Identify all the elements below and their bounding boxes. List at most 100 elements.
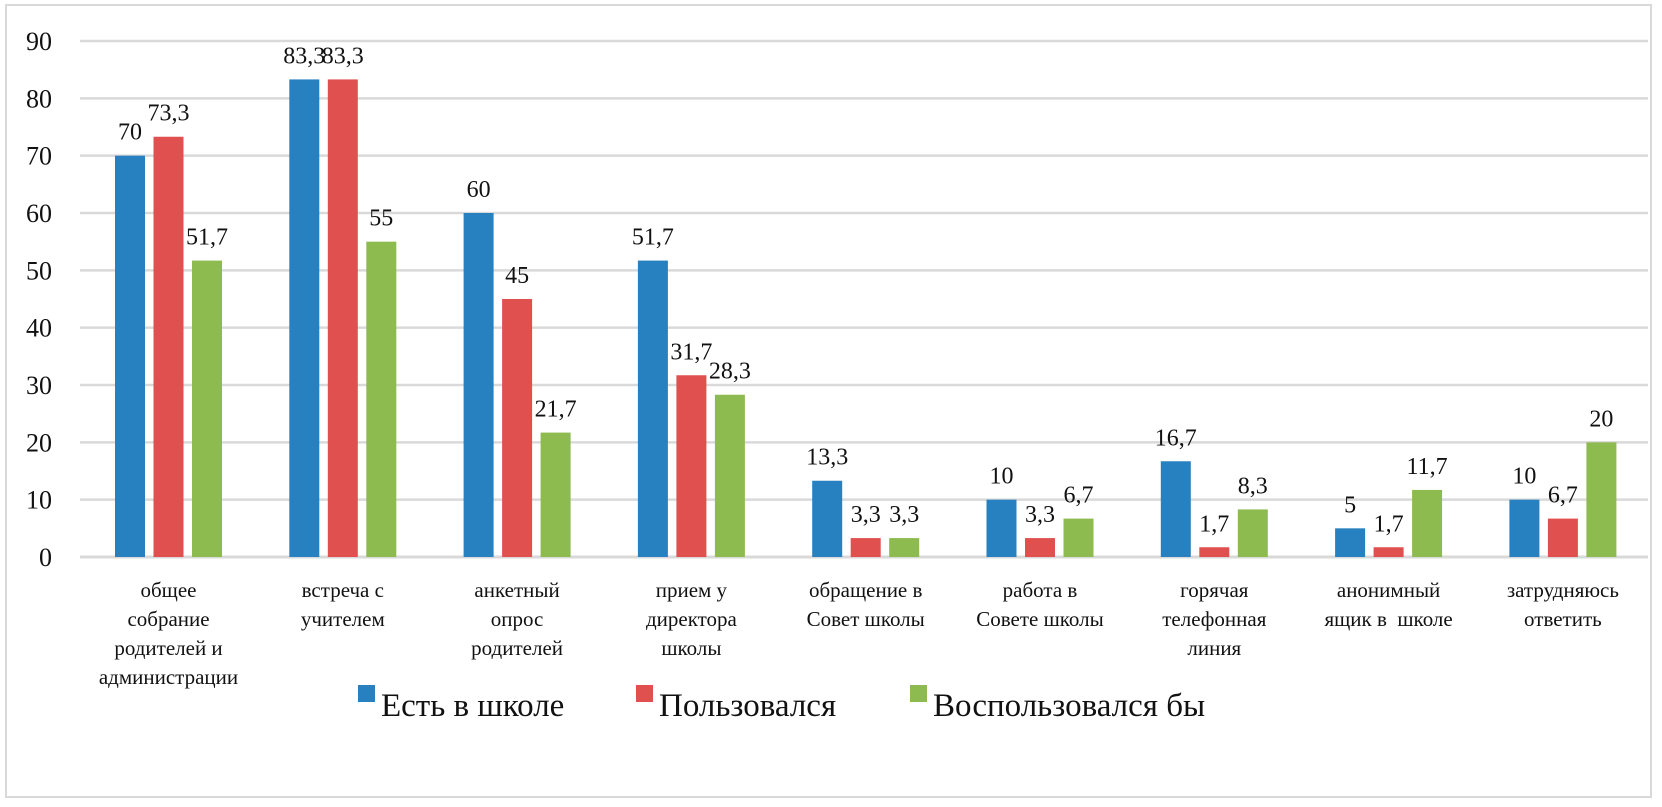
bar-est-v-shkole bbox=[1335, 528, 1366, 557]
x-tick-label: родителей bbox=[471, 636, 563, 660]
bar-vospolzovalsya-by bbox=[192, 260, 222, 557]
y-axis: 0 10 20 30 40 50 60 70 80 90 bbox=[26, 27, 52, 572]
x-tick-label: ответить bbox=[1524, 607, 1602, 631]
x-tick-label: затрудняюсь bbox=[1507, 578, 1619, 602]
legend-swatch bbox=[636, 685, 653, 702]
bar-est-v-shkole bbox=[1160, 461, 1191, 557]
data-label: 31,7 bbox=[670, 339, 712, 365]
legend: Есть в школе Пользовался Воспользовался бы bbox=[358, 685, 1205, 724]
bar-vospolzovalsya-by bbox=[540, 432, 571, 557]
bar-polzovalsya bbox=[850, 538, 881, 557]
y-tick-label: 0 bbox=[39, 543, 52, 572]
data-label: 70 bbox=[118, 120, 142, 146]
legend-label: Есть в школе bbox=[381, 688, 564, 724]
bar-polzovalsya bbox=[327, 79, 358, 557]
data-label: 16,7 bbox=[1155, 425, 1197, 451]
x-tick-label: Совет школы bbox=[807, 607, 925, 631]
data-label: 1,7 bbox=[1199, 511, 1229, 537]
x-tick-label: опрос bbox=[491, 607, 544, 631]
y-tick-label: 10 bbox=[26, 486, 52, 515]
data-label: 51,7 bbox=[186, 225, 228, 251]
x-tick-label: анонимный bbox=[1337, 578, 1440, 602]
data-label: 21,7 bbox=[535, 397, 577, 423]
data-label: 3,3 bbox=[851, 502, 881, 528]
bar-polzovalsya bbox=[1547, 518, 1578, 557]
x-tick-label: общее bbox=[141, 578, 197, 602]
legend-swatch bbox=[910, 685, 927, 702]
x-tick-label: линия bbox=[1187, 636, 1241, 660]
y-tick-label: 60 bbox=[26, 199, 52, 228]
data-label: 55 bbox=[369, 206, 393, 232]
x-tick-label: директора bbox=[646, 607, 738, 631]
bar-est-v-shkole bbox=[289, 79, 320, 557]
data-label: 11,7 bbox=[1407, 454, 1448, 480]
y-tick-label: 50 bbox=[26, 256, 52, 285]
bar-vospolzovalsya-by bbox=[1237, 509, 1268, 557]
bar-est-v-shkole bbox=[1509, 499, 1540, 557]
data-label: 10 bbox=[1512, 464, 1536, 490]
bar-vospolzovalsya-by bbox=[714, 394, 745, 557]
data-label: 10 bbox=[990, 464, 1014, 490]
x-tick-label: анкетный bbox=[474, 578, 559, 602]
data-label: 1,7 bbox=[1374, 511, 1404, 537]
x-tick-label: встреча с bbox=[302, 578, 384, 602]
x-tick-label: администрации bbox=[99, 665, 238, 689]
bar-polzovalsya bbox=[153, 136, 184, 557]
bars bbox=[115, 79, 1617, 557]
y-tick-label: 30 bbox=[26, 371, 52, 400]
data-label: 83,3 bbox=[283, 43, 325, 69]
x-tick-label: горячая bbox=[1180, 578, 1249, 602]
data-label: 45 bbox=[505, 263, 529, 289]
x-axis: общее собрание родителей и администрации вст… bbox=[99, 578, 1619, 689]
legend-label: Воспользовался бы bbox=[933, 688, 1205, 724]
data-label: 73,3 bbox=[148, 101, 190, 127]
x-tick-label: Совете школы bbox=[976, 607, 1104, 631]
data-label: 5 bbox=[1344, 492, 1356, 518]
data-label: 13,3 bbox=[806, 445, 848, 471]
chart-frame bbox=[5, 4, 1652, 798]
y-tick-label: 20 bbox=[26, 428, 52, 457]
legend-label: Пользовался bbox=[659, 688, 836, 724]
bar-vospolzovalsya-by bbox=[889, 538, 920, 557]
data-label: 3,3 bbox=[889, 502, 919, 528]
x-tick-label: телефонная bbox=[1162, 607, 1266, 631]
y-tick-label: 40 bbox=[26, 314, 52, 343]
x-tick-label: школы bbox=[661, 636, 721, 660]
bar-est-v-shkole bbox=[986, 499, 1017, 557]
bar-est-v-shkole bbox=[463, 213, 494, 557]
data-label: 83,3 bbox=[322, 43, 364, 69]
data-labels: 70 83,3 60 51,7 13,3 10 16,7 5 10 73,3 83,3 45 31,7 3… bbox=[118, 43, 1613, 537]
y-tick-label: 90 bbox=[26, 27, 52, 56]
data-label: 6,7 bbox=[1064, 483, 1094, 509]
data-label: 60 bbox=[467, 177, 491, 203]
legend-swatch bbox=[358, 685, 375, 702]
data-label: 51,7 bbox=[632, 225, 674, 251]
x-tick-label: собрание bbox=[127, 607, 209, 631]
x-tick-label: обращение в bbox=[809, 578, 923, 602]
data-label: 8,3 bbox=[1238, 473, 1268, 499]
bar-polzovalsya bbox=[1025, 538, 1055, 557]
bar-polzovalsya bbox=[1199, 547, 1230, 557]
x-tick-label: родителей и bbox=[114, 636, 222, 660]
bar-polzovalsya bbox=[676, 375, 707, 557]
x-tick-label: ящик в школе bbox=[1324, 607, 1452, 631]
data-label: 3,3 bbox=[1025, 502, 1055, 528]
bar-est-v-shkole bbox=[115, 155, 145, 557]
bar-est-v-shkole bbox=[812, 480, 843, 557]
x-tick-label: учителем bbox=[301, 607, 385, 631]
x-tick-label: работа в bbox=[1003, 578, 1078, 602]
data-label: 20 bbox=[1589, 406, 1613, 432]
y-tick-label: 80 bbox=[26, 84, 52, 113]
bar-vospolzovalsya-by bbox=[1412, 489, 1443, 557]
x-tick-label: прием у bbox=[656, 578, 728, 602]
bar-polzovalsya bbox=[502, 299, 533, 557]
bar-vospolzovalsya-by bbox=[1586, 442, 1617, 557]
bar-vospolzovalsya-by bbox=[1063, 518, 1094, 557]
bar-vospolzovalsya-by bbox=[366, 241, 397, 557]
y-tick-label: 70 bbox=[26, 142, 52, 171]
bar-polzovalsya bbox=[1373, 547, 1404, 557]
data-label: 28,3 bbox=[709, 359, 751, 385]
bar-est-v-shkole bbox=[637, 260, 668, 557]
data-label: 6,7 bbox=[1548, 483, 1578, 509]
